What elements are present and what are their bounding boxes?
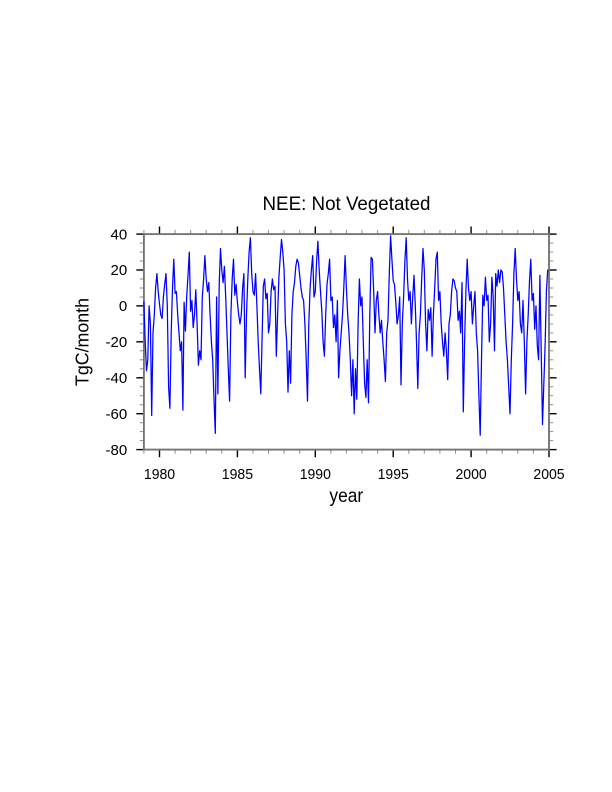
svg-text:-20: -20 xyxy=(106,334,128,351)
svg-text:2005: 2005 xyxy=(533,466,564,483)
svg-text:1995: 1995 xyxy=(378,466,409,483)
svg-text:40: 40 xyxy=(111,226,128,243)
svg-text:20: 20 xyxy=(111,262,128,279)
svg-text:-60: -60 xyxy=(106,406,128,423)
svg-text:0: 0 xyxy=(119,298,127,315)
svg-text:1990: 1990 xyxy=(300,466,331,483)
svg-text:-80: -80 xyxy=(106,442,128,459)
svg-text:year: year xyxy=(329,485,363,507)
svg-text:2000: 2000 xyxy=(456,466,487,483)
svg-text:-40: -40 xyxy=(106,370,128,387)
svg-text:TgC/month: TgC/month xyxy=(72,298,93,386)
svg-text:NEE: Not Vegetated: NEE: Not Vegetated xyxy=(263,194,431,215)
svg-text:1985: 1985 xyxy=(222,466,253,483)
svg-text:1980: 1980 xyxy=(144,466,175,483)
